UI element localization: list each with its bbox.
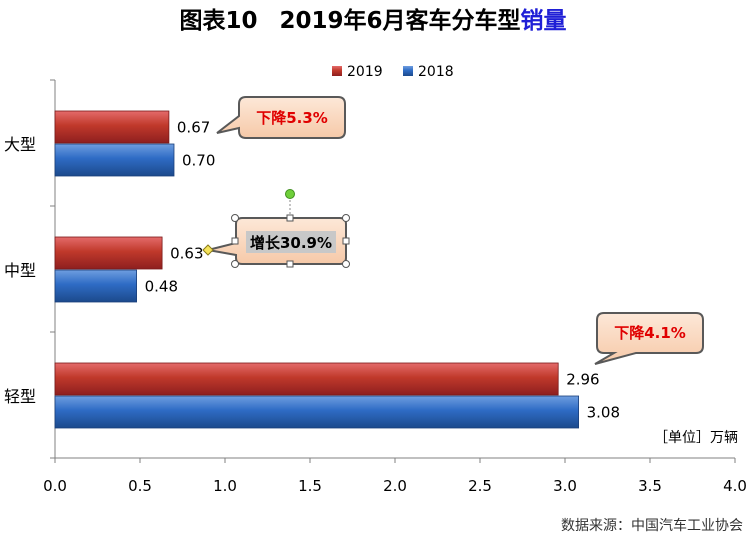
category-label: 中型 [4, 261, 36, 280]
source-label: 数据来源：中国汽车工业协会 [561, 517, 743, 534]
title-main: 2019年6月客车分车型 [279, 7, 520, 34]
y-ticks [50, 79, 55, 459]
x-tick-label: 1.0 [213, 477, 237, 495]
callout-medium-highlight [246, 231, 336, 253]
legend-label-2019: 2019 [347, 64, 383, 80]
x-tick-labels: 0.0 0.5 1.0 1.5 2.0 2.5 3.0 3.5 4.0 [43, 458, 747, 495]
title-accent: 销量 [521, 8, 567, 34]
callout-medium: 增长30.9% [202, 189, 350, 268]
value-label-2019-0: 0.67 [177, 119, 210, 137]
title-prefix: 图表10 [179, 8, 257, 34]
legend-swatch-2019 [332, 66, 342, 76]
adjust-handle [202, 244, 214, 256]
value-label-2018-1: 0.48 [145, 278, 178, 296]
bar-2019-0 [54, 110, 170, 144]
chart-title: 图表10 2019年6月客车分车型销量 [179, 7, 566, 34]
callout-small: 下降4.1% [594, 312, 704, 365]
bar-2018-2 [54, 395, 579, 429]
x-tick-label: 4.0 [723, 477, 747, 495]
rotate-handle [285, 189, 295, 199]
legend-swatch-2018 [403, 66, 413, 76]
category-label: 轻型 [4, 387, 36, 406]
callout-medium-text: 增长30.9% [250, 234, 332, 252]
x-tick-label: 0.0 [43, 477, 67, 495]
x-tick-label: 3.0 [553, 477, 577, 495]
bars [54, 110, 579, 429]
legend: 2019 2018 [332, 64, 454, 80]
unit-label: ［单位］万辆 [654, 430, 738, 446]
callout-large-text: 下降5.3% [256, 109, 328, 127]
legend-label-2018: 2018 [418, 64, 454, 80]
x-tick-label: 1.5 [298, 477, 322, 495]
bar-2019-1 [54, 236, 163, 270]
x-tick-label: 2.5 [468, 477, 492, 495]
bar-2019-2 [54, 362, 559, 396]
value-label-2019-1: 0.63 [170, 245, 203, 263]
callout-small-text: 下降4.1% [614, 324, 686, 342]
x-tick-label: 3.5 [638, 477, 662, 495]
value-label-2019-2: 2.96 [566, 371, 599, 389]
x-tick-label: 0.5 [128, 477, 152, 495]
value-labels: 0.67 0.70 0.63 0.48 2.96 3.08 [145, 119, 620, 422]
x-tick-label: 2.0 [383, 477, 407, 495]
callout-large: 下降5.3% [216, 96, 346, 139]
value-label-2018-2: 3.08 [587, 404, 620, 422]
value-label-2018-0: 0.70 [182, 152, 215, 170]
category-label: 大型 [4, 135, 36, 154]
bar-2018-1 [54, 269, 137, 303]
bar-2018-0 [54, 143, 175, 177]
